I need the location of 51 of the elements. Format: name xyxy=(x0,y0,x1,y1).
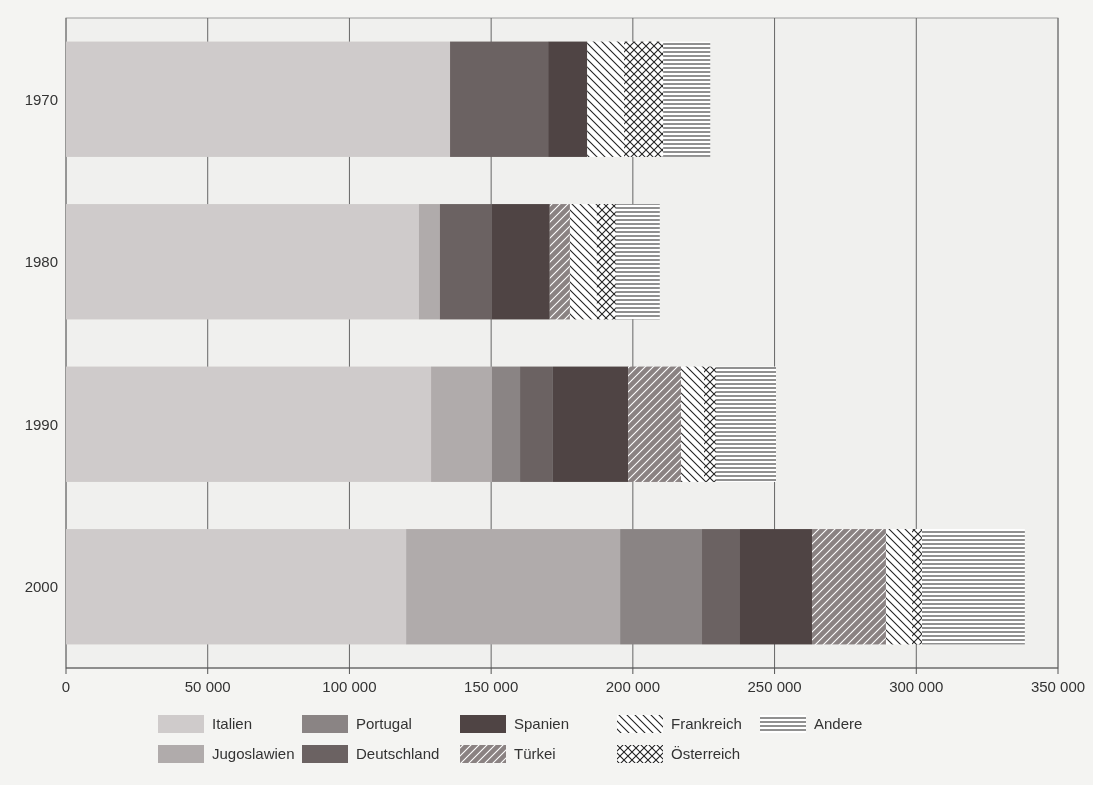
x-tick-label: 250 000 xyxy=(747,678,802,695)
legend-label: Österreich xyxy=(671,745,741,763)
bar xyxy=(628,366,682,482)
bar xyxy=(587,41,625,157)
bar xyxy=(620,529,703,645)
legend-label: Deutschland xyxy=(356,745,440,763)
x-tick-label: 200 000 xyxy=(605,678,660,695)
x-tick-label: 0 xyxy=(61,678,71,695)
legend-label: Italien xyxy=(212,715,253,733)
legend-label: Spanien xyxy=(514,715,570,733)
bar xyxy=(569,204,597,320)
bar xyxy=(596,204,616,320)
bar xyxy=(552,366,629,482)
y-tick-label: 2000 xyxy=(24,578,58,595)
legend-label: Türkei xyxy=(514,745,556,763)
bar xyxy=(615,204,660,320)
bar xyxy=(681,366,704,482)
bar xyxy=(418,204,440,320)
legend-label: Jugoslawien xyxy=(212,745,295,763)
bar xyxy=(624,41,664,157)
legend-label: Frankreich xyxy=(671,715,742,733)
y-tick-label: 1990 xyxy=(24,415,58,433)
bar xyxy=(912,529,922,645)
bar xyxy=(663,41,711,157)
bar xyxy=(885,529,913,645)
bar xyxy=(704,366,716,482)
bar xyxy=(739,529,812,645)
bar xyxy=(66,41,451,157)
bar xyxy=(66,529,407,645)
bar xyxy=(548,41,588,157)
x-tick-label: 50 000 xyxy=(184,678,231,695)
legend-label: Andere xyxy=(814,715,863,733)
x-tick-label: 100 000 xyxy=(322,678,377,695)
y-tick-label: 1970 xyxy=(24,90,58,108)
bar xyxy=(431,366,492,482)
x-tick-label: 300 000 xyxy=(889,678,944,695)
bar xyxy=(549,204,570,320)
bar xyxy=(491,366,521,482)
bar xyxy=(715,366,776,482)
bar xyxy=(491,204,550,320)
bar xyxy=(66,366,432,482)
bar xyxy=(520,366,553,482)
x-tick-label: 150 000 xyxy=(464,678,519,695)
legend-label: Portugal xyxy=(356,715,412,733)
bar xyxy=(66,204,419,320)
bar xyxy=(811,529,886,645)
bar xyxy=(406,529,621,645)
y-tick-label: 1980 xyxy=(24,253,58,270)
bar xyxy=(702,529,740,645)
bar xyxy=(921,529,1025,645)
x-tick-label: 350 000 xyxy=(1030,678,1086,695)
